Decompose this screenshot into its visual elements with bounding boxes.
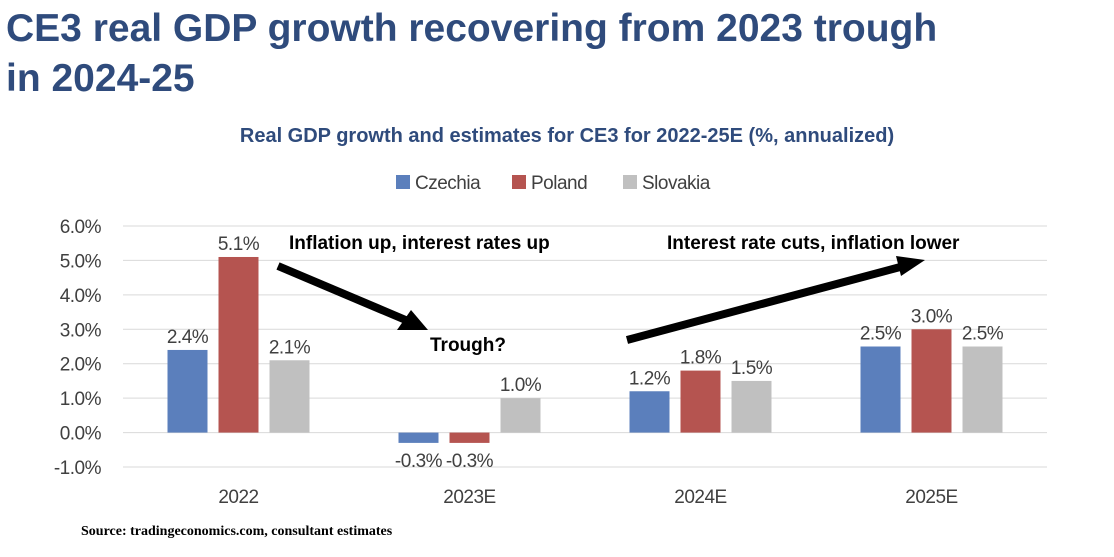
- y-axis: -1.0% 0.0% 1.0% 2.0% 3.0% 4.0% 5.0% 6.0%: [54, 217, 102, 479]
- y-tick-label: 4.0%: [60, 286, 102, 307]
- legend-swatch-czechia: [396, 175, 410, 189]
- page-title-line-2: in 2024-25: [6, 57, 195, 100]
- bar-slovakia-2025e: [962, 346, 1003, 433]
- bar-poland-2025e: [911, 329, 952, 433]
- legend-label-czechia: Czechia: [415, 173, 481, 194]
- bar-slovakia-2023e: [500, 398, 541, 433]
- data-label: 2.5%: [962, 324, 1004, 345]
- bar-czechia-2022: [167, 349, 208, 433]
- y-tick-label: 2.0%: [60, 355, 102, 376]
- data-label: 2.1%: [269, 337, 311, 358]
- bar-poland-2024e: [680, 370, 721, 433]
- y-tick-label: 1.0%: [60, 389, 102, 410]
- x-tick-label: 2025E: [905, 487, 957, 508]
- x-tick-label: 2022: [218, 487, 258, 508]
- data-label: -0.3%: [446, 451, 494, 472]
- bar-poland-2022: [218, 256, 259, 433]
- data-label: 1.0%: [500, 375, 542, 396]
- data-labels: 2.4% 5.1% 2.1% -0.3% -0.3% 1.0% 1.2% 1.8% 1.5% 2.…: [167, 234, 1004, 472]
- annotation-rate-cuts: Interest rate cuts, inflation lower: [667, 233, 960, 254]
- arrow-up-line: [625, 262, 906, 344]
- data-label: 1.5%: [731, 358, 773, 379]
- page-title-line-1: CE3 real GDP growth recovering from 2023…: [6, 7, 938, 50]
- chart-annotations: Inflation up, interest rates up Trough? …: [276, 233, 960, 356]
- page-title: CE3 real GDP growth recovering from 2023…: [6, 4, 1114, 104]
- data-label: 1.8%: [680, 348, 722, 369]
- y-tick-label: 5.0%: [60, 251, 102, 272]
- legend-label-slovakia: Slovakia: [642, 173, 711, 194]
- x-axis: 2022 2023E 2024E 2025E: [218, 487, 958, 508]
- y-tick-label: 3.0%: [60, 320, 102, 341]
- bar-czechia-2025e: [860, 346, 901, 433]
- data-label: 5.1%: [218, 234, 260, 255]
- legend-swatch-poland: [512, 175, 526, 189]
- arrow-down-line: [276, 262, 410, 325]
- data-label: 3.0%: [911, 306, 953, 327]
- data-label: 2.5%: [860, 324, 902, 345]
- y-tick-label: 0.0%: [60, 424, 102, 445]
- bar-czechia-2024e: [629, 391, 670, 433]
- bar-poland-2023e: [449, 432, 490, 443]
- bar-czechia-2023e: [398, 432, 439, 443]
- source-note: Source: tradingeconomics.com, consultant…: [81, 524, 393, 539]
- x-tick-label: 2024E: [674, 487, 726, 508]
- bar-slovakia-2024e: [731, 380, 772, 433]
- bar-slovakia-2022: [269, 360, 310, 433]
- data-label: 1.2%: [629, 368, 671, 389]
- annotation-inflation-up: Inflation up, interest rates up: [289, 233, 550, 254]
- arrow-down-head-icon: [397, 310, 428, 330]
- y-tick-label: 6.0%: [60, 217, 102, 238]
- arrow-up-head-icon: [896, 256, 925, 276]
- chart-legend: Czechia Poland Slovakia: [396, 173, 711, 194]
- data-label: -0.3%: [395, 451, 443, 472]
- bar-series: [167, 256, 1003, 443]
- chart-title: Real GDP growth and estimates for CE3 fo…: [240, 125, 894, 147]
- annotation-trough: Trough?: [430, 335, 506, 356]
- legend-label-poland: Poland: [531, 173, 587, 194]
- data-label: 2.4%: [167, 327, 209, 348]
- y-tick-label: -1.0%: [54, 458, 102, 479]
- legend-swatch-slovakia: [623, 175, 637, 189]
- x-tick-label: 2023E: [443, 487, 495, 508]
